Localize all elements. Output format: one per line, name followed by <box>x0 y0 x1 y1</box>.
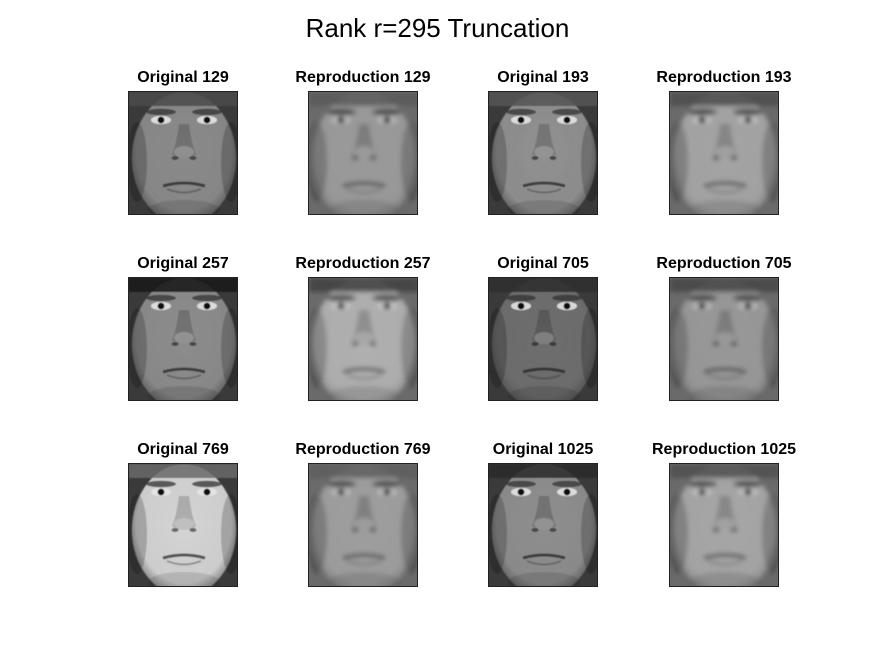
panel-title: Original 705 <box>497 255 589 272</box>
reproduction-face-image <box>669 277 779 401</box>
original-face-image <box>128 277 238 401</box>
panel-title: Original 257 <box>137 255 229 272</box>
original-face-image <box>128 91 238 215</box>
original-face-image <box>128 463 238 587</box>
panel-title: Reproduction 193 <box>656 69 792 86</box>
reproduction-face-image <box>308 91 418 215</box>
panel-title: Reproduction 129 <box>295 69 431 86</box>
figure-title: Rank r=295 Truncation <box>305 13 570 43</box>
panel-title: Reproduction 705 <box>656 255 792 272</box>
panel-title: Original 193 <box>497 69 589 86</box>
panel-title: Reproduction 1025 <box>651 441 797 458</box>
reproduction-face-image <box>669 91 779 215</box>
original-face-image <box>488 463 598 587</box>
reproduction-face-image <box>669 463 779 587</box>
original-face-image <box>488 277 598 401</box>
panel-title: Original 1025 <box>492 441 594 458</box>
panel-title: Reproduction 769 <box>295 441 431 458</box>
panel-title: Original 769 <box>137 441 229 458</box>
reproduction-face-image <box>308 277 418 401</box>
original-face-image <box>488 91 598 215</box>
reproduction-face-image <box>308 463 418 587</box>
panel-title: Reproduction 257 <box>295 255 431 272</box>
panel-title: Original 129 <box>137 69 229 86</box>
